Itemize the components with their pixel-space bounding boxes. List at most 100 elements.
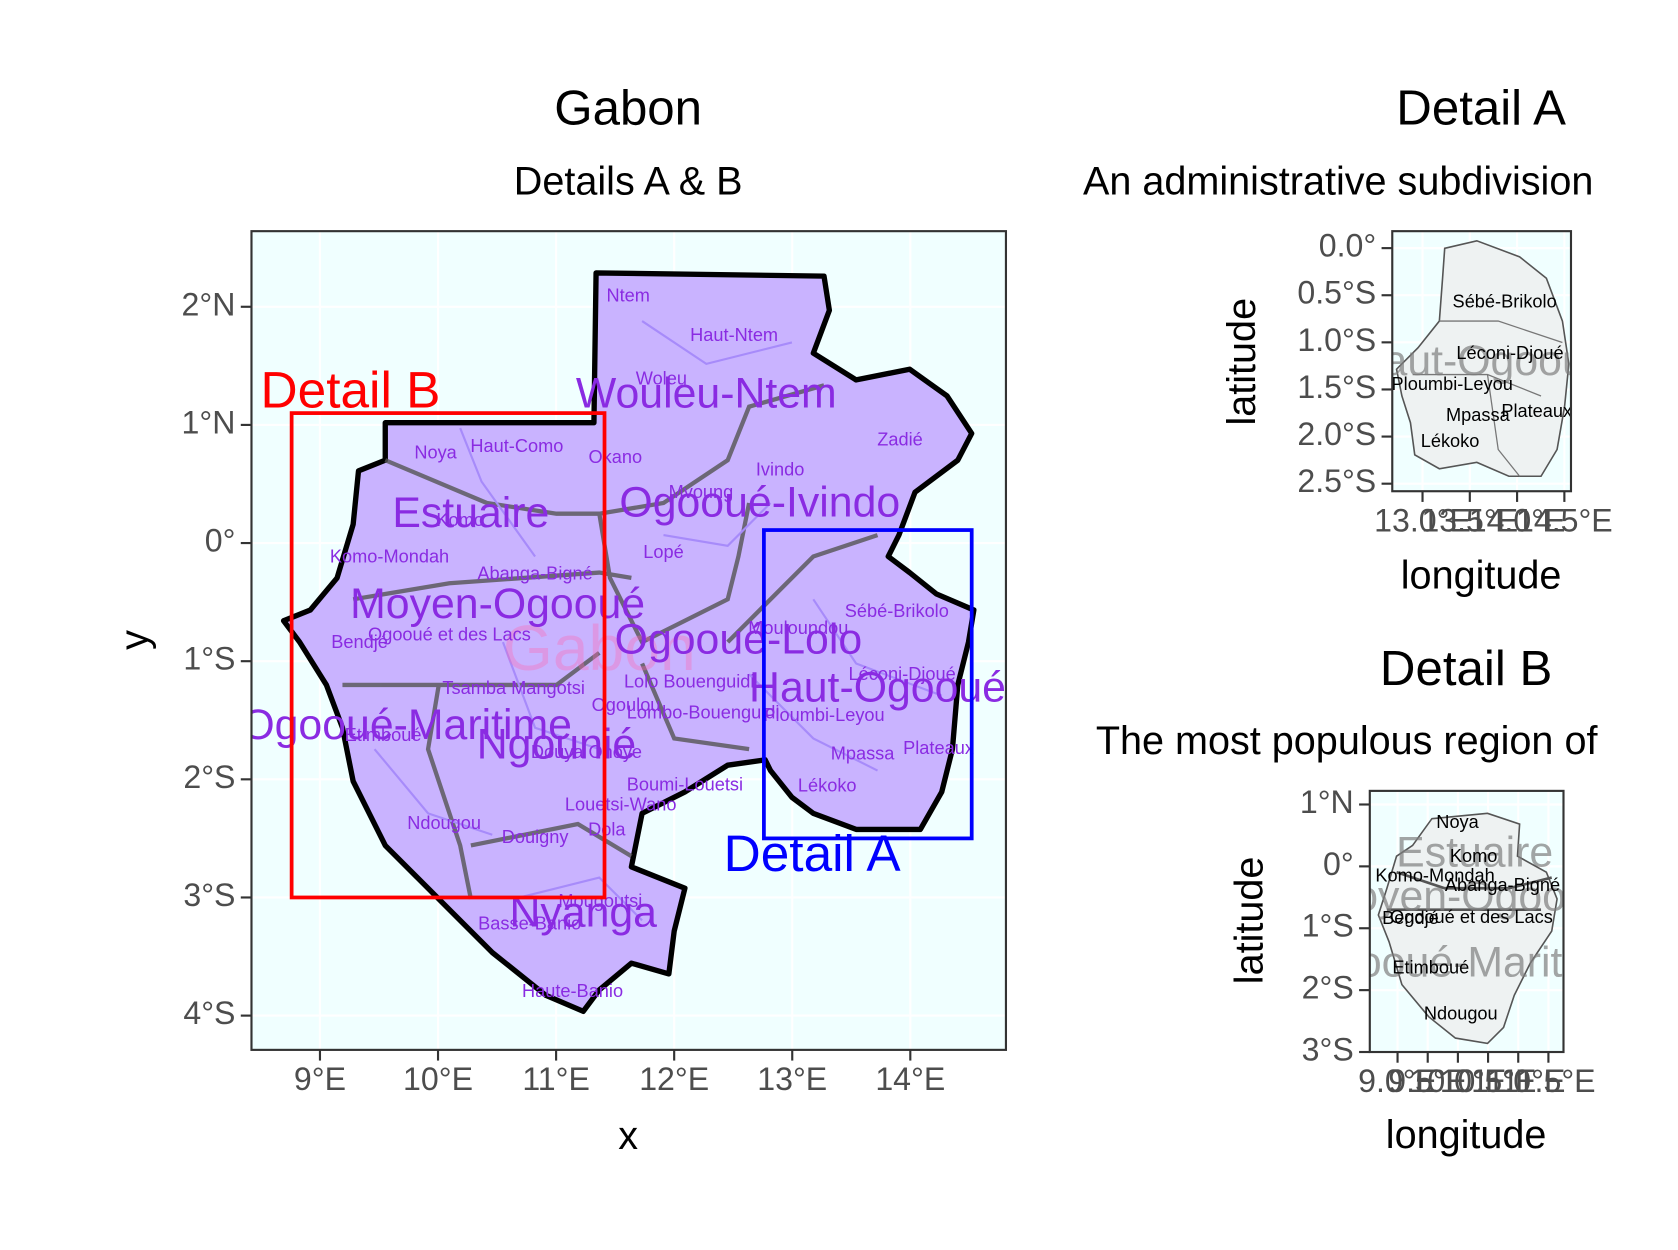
x-tick-label: 10°E bbox=[403, 1061, 473, 1097]
panel-border bbox=[250, 230, 1008, 1051]
department-label: Etimboué bbox=[345, 725, 422, 745]
department-label: Lopé bbox=[643, 542, 683, 562]
y-tick-label: 0° bbox=[205, 523, 236, 559]
province-label: Estuaire bbox=[392, 489, 549, 537]
department-label: Haute-Banio bbox=[522, 981, 623, 1001]
y-tick-label: 3°S bbox=[1302, 1031, 1354, 1067]
province-label: Ogooué-Lolo bbox=[615, 615, 862, 663]
detail-box-label: Detail B bbox=[261, 361, 441, 418]
province-label: Ogooué-Maritime bbox=[241, 701, 572, 749]
province-label: Moyen-Ogooué bbox=[350, 580, 645, 628]
department-label: Ivindo bbox=[756, 460, 805, 480]
x-tick-label: 14°E bbox=[875, 1061, 945, 1097]
y-tick-label: 2°S bbox=[1302, 970, 1354, 1006]
department-label: Zadié bbox=[877, 430, 922, 450]
department-label: Lékoko bbox=[798, 775, 857, 795]
department-label: Mougoutsi bbox=[558, 891, 642, 911]
y-tick-label: 1.5°S bbox=[1297, 369, 1376, 405]
department-label: Sébé-Brikolo bbox=[1453, 292, 1557, 312]
department-label: Noya bbox=[414, 443, 457, 463]
map-layer: Haut-Ogooué Sébé-Brikolo Léconi-Djoué Ploum… bbox=[1353, 239, 1610, 478]
department-borders bbox=[1412, 320, 1563, 477]
department-label: Tsamba Mangotsi bbox=[442, 678, 585, 698]
y-tick-label: 1°S bbox=[1302, 908, 1354, 944]
department-label: Ogooué et des Lacs bbox=[1390, 907, 1553, 927]
x-tick-label: 14.0°E bbox=[1469, 502, 1566, 538]
detail-box-label: Detail A bbox=[724, 825, 902, 882]
x-tick-label: 9.0°E bbox=[1358, 1063, 1437, 1099]
department-label: Ndougou bbox=[1424, 1003, 1498, 1023]
province-label: Haut-Ogooué bbox=[749, 664, 1006, 712]
department-label: Abanga-Bigné bbox=[1445, 875, 1560, 895]
y-tick-label: 2°S bbox=[183, 759, 235, 795]
department-label: Ntem bbox=[606, 285, 649, 305]
department-label: Lombo-Bouenguidi bbox=[627, 703, 780, 723]
department-label: Okano bbox=[589, 447, 643, 467]
x-tick-label: 14.5°E bbox=[1516, 502, 1613, 538]
y-tick-label: 1°N bbox=[182, 404, 236, 440]
province-borders bbox=[1386, 870, 1553, 912]
y-tick-label: 1.0°S bbox=[1297, 322, 1376, 358]
y-axis-label: latitude bbox=[1228, 857, 1272, 985]
x-tick-label: 11.0°E bbox=[1471, 1063, 1565, 1099]
department-label: Ploumbi-Leyou bbox=[1392, 374, 1513, 394]
x-tick-label: 13.0°E bbox=[1374, 502, 1471, 538]
y-tick-label: 1°S bbox=[183, 641, 235, 677]
detail-box bbox=[289, 411, 607, 900]
department-label: Ogoulou bbox=[592, 695, 661, 715]
background-label: Estuaire bbox=[1396, 828, 1553, 876]
y-tick-label: 1°N bbox=[1300, 784, 1354, 820]
x-axis-label: x bbox=[618, 1114, 638, 1158]
subtitle: The most populous region of bbox=[1096, 719, 1599, 763]
subtitle: An administrative subdivision bbox=[1083, 160, 1593, 204]
region-shape bbox=[1377, 812, 1558, 1045]
department-label: Douya Onoye bbox=[531, 742, 642, 762]
x-tick-label: 10.0°E bbox=[1410, 1063, 1507, 1099]
department-label: Léconi-Djoué bbox=[1456, 343, 1563, 363]
department-label: Ogooué et des Lacs bbox=[368, 625, 531, 645]
department-label: Bendjé bbox=[1382, 908, 1439, 928]
department-label: Ploumbi-Leyou bbox=[763, 705, 884, 725]
department-label: Léconi-Djoué bbox=[849, 664, 956, 684]
x-tick-label: 11°E bbox=[522, 1061, 590, 1097]
province-label: Ngounié bbox=[477, 720, 636, 768]
x-axis-label: longitude bbox=[1386, 1113, 1547, 1157]
y-tick-label: 2.5°S bbox=[1297, 463, 1376, 499]
y-axis-label: latitude bbox=[1220, 298, 1264, 426]
y-tick-label: 0.0° bbox=[1319, 228, 1376, 264]
detail-box bbox=[762, 528, 974, 841]
y-tick-label: 3°S bbox=[183, 877, 235, 913]
department-label: Ndougou bbox=[407, 813, 481, 833]
department-label: Louetsi-Wano bbox=[565, 795, 677, 815]
department-label: Etimboué bbox=[1392, 957, 1469, 977]
region-shape bbox=[1395, 239, 1570, 478]
labels: Haut-Ogooué Sébé-Brikolo Léconi-Djoué Ploum… bbox=[1353, 292, 1610, 451]
department-label: Dola bbox=[588, 819, 626, 839]
x-tick-label: 13.5°E bbox=[1421, 502, 1518, 538]
department-label: Lékoko bbox=[1421, 431, 1480, 451]
department-label: Komo bbox=[1450, 846, 1498, 866]
background-label: Haut-Ogooué bbox=[1353, 337, 1610, 385]
y-tick-label: 0.5°S bbox=[1297, 275, 1376, 311]
detail-boxes: Detail A Detail B bbox=[261, 361, 974, 900]
labels: Gabon Wouleu-Ntem Estuaire Ogooué-Ivindo Moy… bbox=[241, 285, 1006, 1001]
department-label: Boumi-Louetsi bbox=[627, 774, 743, 794]
province-borders bbox=[342, 383, 879, 900]
map-layer: Gabon Wouleu-Ntem Estuaire Ogooué-Ivindo Moy… bbox=[241, 270, 1006, 1015]
department-label: Haut-Ntem bbox=[690, 325, 778, 345]
x-tick-label: 12°E bbox=[639, 1061, 709, 1097]
x-tick-label: 9°E bbox=[294, 1061, 346, 1097]
x-tick-label: 10.5°E bbox=[1440, 1063, 1537, 1099]
department-label: Haut-Como bbox=[470, 436, 563, 456]
department-label: Bendjé bbox=[331, 632, 388, 652]
x-axis-label: longitude bbox=[1401, 553, 1562, 597]
department-borders bbox=[373, 320, 943, 922]
department-label: Lolo Bouenguidi bbox=[624, 672, 754, 692]
department-label: Komo-Mondah bbox=[330, 546, 449, 566]
department-label: Komo-Mondah bbox=[1375, 865, 1494, 885]
x-tick-label: 13°E bbox=[757, 1061, 827, 1097]
department-label: Noya bbox=[1436, 812, 1479, 832]
